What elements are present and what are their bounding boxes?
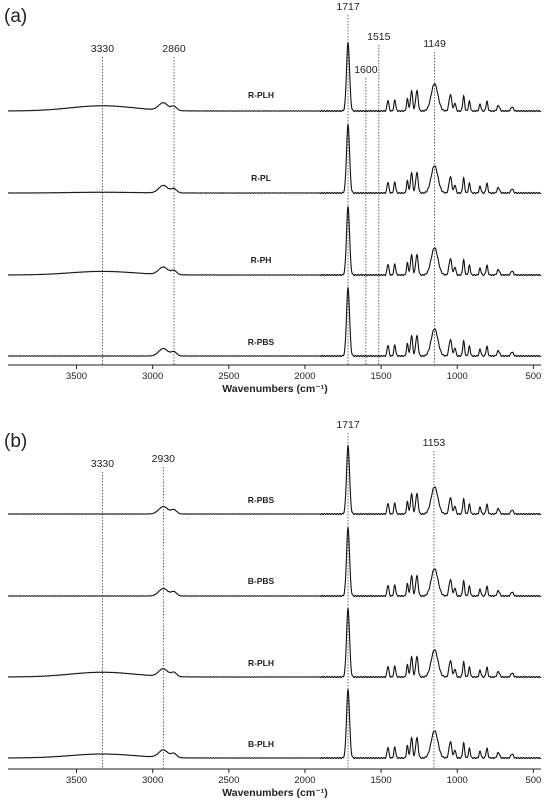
series-label-R-PBS: R-PBS: [248, 337, 275, 347]
series-line-B-PLH: [7, 688, 542, 760]
x-tick-label-1500: 1500: [371, 775, 392, 786]
x-tick-label-500: 500: [525, 371, 541, 382]
x-tick-label-2000: 2000: [294, 371, 315, 382]
x-tick-label-1000: 1000: [447, 371, 468, 382]
x-tick-label-1000: 1000: [447, 775, 468, 786]
series-line-R-PBS: [7, 286, 542, 358]
annotation-label-1600: 1600: [354, 64, 378, 76]
series-line-R-PBS: [7, 444, 542, 516]
series-label-R-PBS: R-PBS: [248, 495, 275, 505]
series-line-B-PBS: [7, 526, 542, 598]
annotation-label-1149: 1149: [423, 38, 446, 50]
series-label-R-PL: R-PL: [251, 173, 271, 183]
annotation-label-1153: 1153: [423, 437, 446, 449]
annotation-label-3330: 3330: [91, 43, 115, 55]
x-tick-label-3500: 3500: [66, 371, 87, 382]
annotation-label-2860: 2860: [162, 43, 186, 55]
x-tick-label-3500: 3500: [66, 775, 87, 786]
x-tick-label-2500: 2500: [218, 775, 239, 786]
series-label-B-PBS: B-PBS: [248, 576, 275, 586]
x-tick-label-2000: 2000: [294, 775, 315, 786]
panel-a: (a) 3330 2860 1717 1600 1515 1149 R-PLH R-PL R-PH…: [4, 1, 542, 395]
series-line-R-PLH: [7, 607, 542, 679]
series-line-R-PL: [7, 123, 542, 195]
series-label-R-PH: R-PH: [251, 255, 272, 265]
annotation-label-3330: 3330: [91, 458, 115, 470]
x-tick-label-1500: 1500: [371, 371, 392, 382]
annotation-label-1717: 1717: [336, 1, 360, 13]
series-line-R-PH: [7, 205, 542, 277]
annotation-label-2930: 2930: [152, 453, 176, 465]
panel-b: (b) 3330 2930 1717 1153 R-PBS B-PBS R-PLH B-PLH 3…: [4, 419, 542, 799]
annotation-label-1515: 1515: [367, 31, 391, 43]
x-tick-label-2500: 2500: [218, 371, 239, 382]
series-label-R-PLH: R-PLH: [248, 658, 274, 668]
series-label-B-PLH: B-PLH: [248, 739, 274, 749]
series-line-R-PLH: [7, 41, 542, 113]
panel-label: (a): [4, 6, 27, 27]
annotation-label-1717: 1717: [336, 419, 360, 431]
x-tick-label-3000: 3000: [142, 371, 163, 382]
panel-label: (b): [4, 431, 27, 452]
x-axis-title: Wavenumbers (cm⁻¹): [222, 787, 328, 799]
series-label-R-PLH: R-PLH: [248, 90, 274, 100]
x-axis-title: Wavenumbers (cm⁻¹): [222, 383, 328, 395]
x-tick-label-500: 500: [525, 775, 541, 786]
x-tick-label-3000: 3000: [142, 775, 163, 786]
